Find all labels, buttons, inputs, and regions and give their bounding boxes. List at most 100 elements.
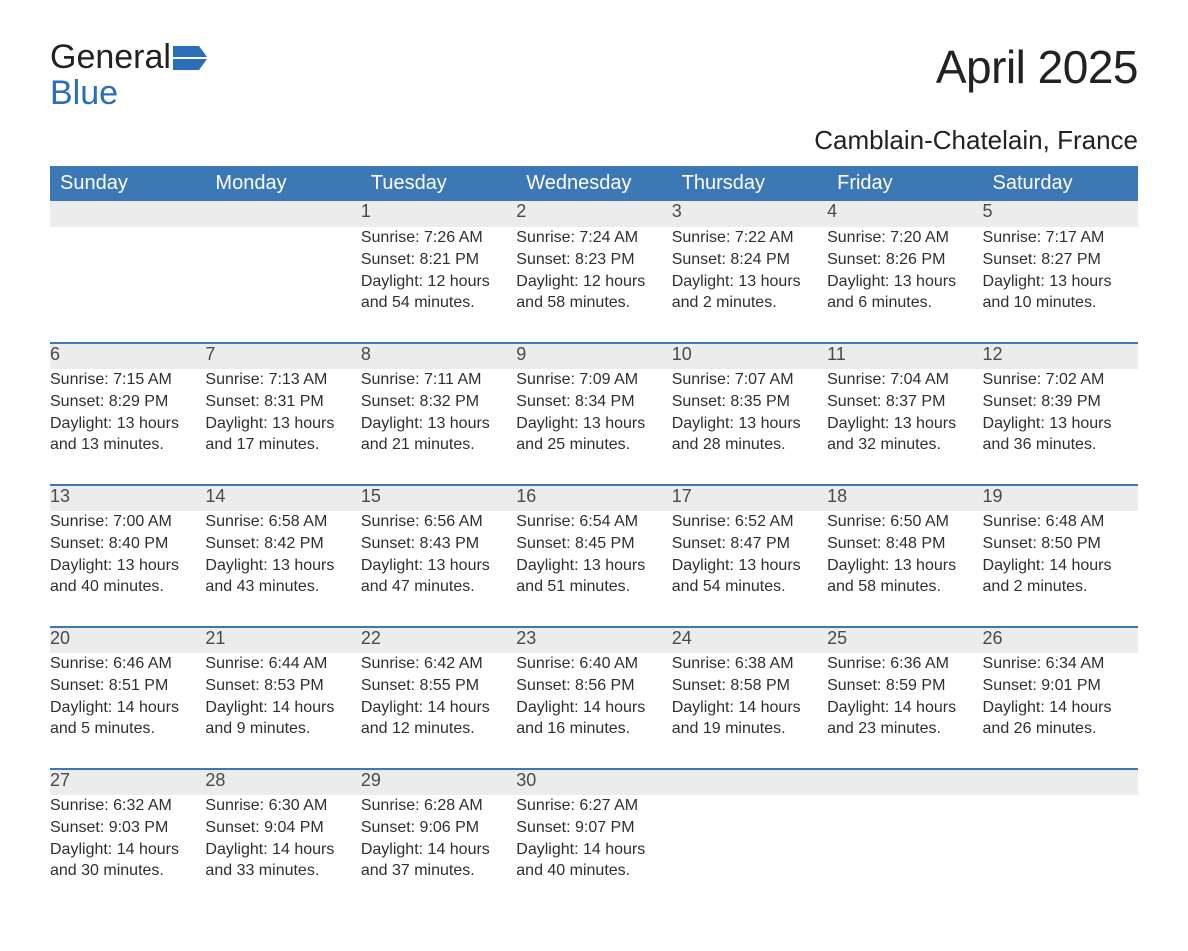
day-number-cell: 15 [361, 485, 516, 511]
day-number-cell: 13 [50, 485, 205, 511]
sunrise-text: Sunrise: 7:13 AM [205, 369, 360, 391]
day-number-cell [50, 201, 205, 227]
day-number-cell [672, 769, 827, 795]
day-data-cell [983, 795, 1138, 911]
day-data-cell: Sunrise: 6:54 AMSunset: 8:45 PMDaylight:… [516, 511, 671, 627]
sunset-text: Sunset: 8:59 PM [827, 675, 982, 697]
day-data-cell: Sunrise: 7:13 AMSunset: 8:31 PMDaylight:… [205, 369, 360, 485]
day-data-cell: Sunrise: 6:34 AMSunset: 9:01 PMDaylight:… [983, 653, 1138, 769]
day-data-cell: Sunrise: 7:22 AMSunset: 8:24 PMDaylight:… [672, 227, 827, 343]
daylight2-text: and 36 minutes. [983, 434, 1138, 456]
sunrise-text: Sunrise: 7:22 AM [672, 227, 827, 249]
daylight2-text: and 23 minutes. [827, 718, 982, 740]
sunset-text: Sunset: 9:07 PM [516, 817, 671, 839]
sunrise-text: Sunrise: 6:56 AM [361, 511, 516, 533]
daylight1-text: Daylight: 13 hours [516, 555, 671, 577]
day-number-cell: 20 [50, 627, 205, 653]
data-row: Sunrise: 6:46 AMSunset: 8:51 PMDaylight:… [50, 653, 1138, 769]
daylight1-text: Daylight: 13 hours [205, 555, 360, 577]
day-data-cell [827, 795, 982, 911]
sunset-text: Sunset: 9:03 PM [50, 817, 205, 839]
daylight1-text: Daylight: 12 hours [361, 271, 516, 293]
sunset-text: Sunset: 8:29 PM [50, 391, 205, 413]
day-data-cell: Sunrise: 7:20 AMSunset: 8:26 PMDaylight:… [827, 227, 982, 343]
sunset-text: Sunset: 8:51 PM [50, 675, 205, 697]
daylight2-text: and 30 minutes. [50, 860, 205, 882]
daylight1-text: Daylight: 14 hours [50, 697, 205, 719]
day-data-cell: Sunrise: 6:58 AMSunset: 8:42 PMDaylight:… [205, 511, 360, 627]
sunrise-text: Sunrise: 7:04 AM [827, 369, 982, 391]
day-data-cell: Sunrise: 6:30 AMSunset: 9:04 PMDaylight:… [205, 795, 360, 911]
daylight2-text: and 40 minutes. [50, 576, 205, 598]
daylight1-text: Daylight: 14 hours [827, 697, 982, 719]
sunset-text: Sunset: 8:47 PM [672, 533, 827, 555]
daylight2-text: and 40 minutes. [516, 860, 671, 882]
daynum-row: 27282930 [50, 769, 1138, 795]
day-number-cell: 21 [205, 627, 360, 653]
daylight1-text: Daylight: 13 hours [50, 555, 205, 577]
sunset-text: Sunset: 8:21 PM [361, 249, 516, 271]
daylight2-text: and 6 minutes. [827, 292, 982, 314]
daylight2-text: and 16 minutes. [516, 718, 671, 740]
daylight1-text: Daylight: 13 hours [361, 413, 516, 435]
daylight2-text: and 12 minutes. [361, 718, 516, 740]
daylight1-text: Daylight: 13 hours [516, 413, 671, 435]
day-number-cell: 22 [361, 627, 516, 653]
daylight1-text: Daylight: 13 hours [983, 413, 1138, 435]
daylight1-text: Daylight: 13 hours [983, 271, 1138, 293]
day-data-cell: Sunrise: 6:36 AMSunset: 8:59 PMDaylight:… [827, 653, 982, 769]
sunset-text: Sunset: 8:34 PM [516, 391, 671, 413]
daylight2-text: and 28 minutes. [672, 434, 827, 456]
sunrise-text: Sunrise: 7:26 AM [361, 227, 516, 249]
sunset-text: Sunset: 8:32 PM [361, 391, 516, 413]
sunrise-text: Sunrise: 6:36 AM [827, 653, 982, 675]
day-data-cell [205, 227, 360, 343]
daylight2-text: and 58 minutes. [827, 576, 982, 598]
day-data-cell: Sunrise: 6:38 AMSunset: 8:58 PMDaylight:… [672, 653, 827, 769]
day-number-cell: 2 [516, 201, 671, 227]
daylight1-text: Daylight: 14 hours [983, 555, 1138, 577]
location-label: Camblain-Chatelain, France [50, 125, 1138, 156]
logo-word-2: Blue [50, 74, 118, 112]
day-data-cell [50, 227, 205, 343]
daylight1-text: Daylight: 14 hours [516, 697, 671, 719]
sunrise-text: Sunrise: 6:32 AM [50, 795, 205, 817]
daylight1-text: Daylight: 13 hours [205, 413, 360, 435]
sunset-text: Sunset: 8:27 PM [983, 249, 1138, 271]
sunrise-text: Sunrise: 6:48 AM [983, 511, 1138, 533]
day-number-cell: 7 [205, 343, 360, 369]
data-row: Sunrise: 7:00 AMSunset: 8:40 PMDaylight:… [50, 511, 1138, 627]
day-data-cell: Sunrise: 7:24 AMSunset: 8:23 PMDaylight:… [516, 227, 671, 343]
sunset-text: Sunset: 8:50 PM [983, 533, 1138, 555]
daylight1-text: Daylight: 14 hours [50, 839, 205, 861]
logo-text: General Blue [50, 40, 171, 111]
daylight1-text: Daylight: 14 hours [205, 697, 360, 719]
daynum-row: 6789101112 [50, 343, 1138, 369]
daylight1-text: Daylight: 14 hours [983, 697, 1138, 719]
sunset-text: Sunset: 9:06 PM [361, 817, 516, 839]
sunset-text: Sunset: 8:24 PM [672, 249, 827, 271]
day-number-cell: 14 [205, 485, 360, 511]
daylight1-text: Daylight: 13 hours [672, 413, 827, 435]
flag-icon [173, 46, 207, 70]
sunrise-text: Sunrise: 6:28 AM [361, 795, 516, 817]
daylight2-text: and 25 minutes. [516, 434, 671, 456]
daynum-row: 20212223242526 [50, 627, 1138, 653]
day-number-cell: 17 [672, 485, 827, 511]
day-data-cell: Sunrise: 7:00 AMSunset: 8:40 PMDaylight:… [50, 511, 205, 627]
daylight1-text: Daylight: 14 hours [205, 839, 360, 861]
daylight2-text: and 13 minutes. [50, 434, 205, 456]
day-data-cell: Sunrise: 6:52 AMSunset: 8:47 PMDaylight:… [672, 511, 827, 627]
day-number-cell: 10 [672, 343, 827, 369]
sunrise-text: Sunrise: 6:58 AM [205, 511, 360, 533]
sunset-text: Sunset: 8:35 PM [672, 391, 827, 413]
page-title: April 2025 [936, 40, 1138, 94]
daylight2-text: and 21 minutes. [361, 434, 516, 456]
sunrise-text: Sunrise: 6:54 AM [516, 511, 671, 533]
sunrise-text: Sunrise: 7:20 AM [827, 227, 982, 249]
day-data-cell: Sunrise: 6:46 AMSunset: 8:51 PMDaylight:… [50, 653, 205, 769]
day-number-cell: 26 [983, 627, 1138, 653]
daylight2-text: and 54 minutes. [361, 292, 516, 314]
daylight2-text: and 26 minutes. [983, 718, 1138, 740]
daylight1-text: Daylight: 12 hours [516, 271, 671, 293]
